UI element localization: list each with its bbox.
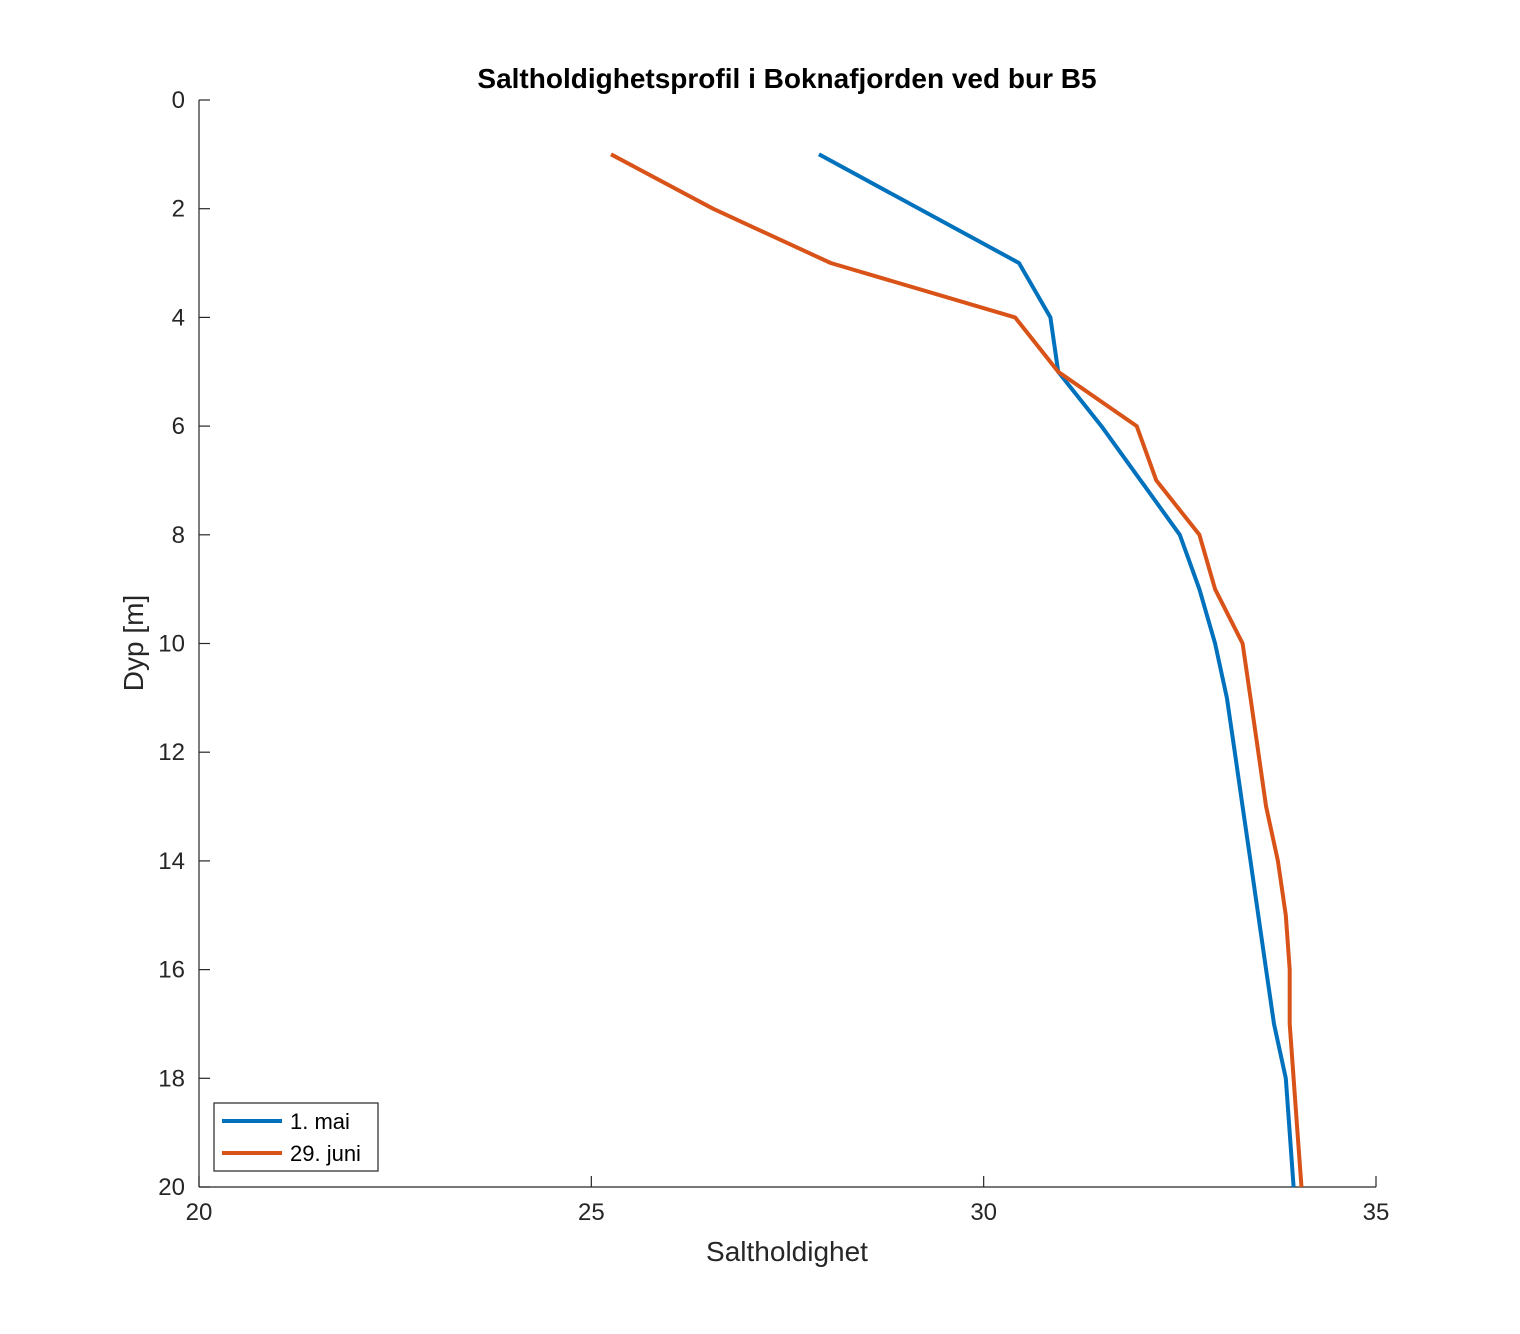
plot-area [198,100,1376,1188]
series-line-1 [817,152,1296,1188]
y-tick-label: 2 [172,196,185,223]
y-tick-label: 16 [158,957,185,984]
y-tick-label: 18 [158,1065,185,1092]
y-tick-label: 20 [158,1174,185,1201]
x-tick-label: 30 [970,1199,997,1226]
series-layer [610,152,1304,1188]
y-tick-label: 4 [172,304,185,331]
legend-label-1: 1. mai [290,1109,350,1134]
y-axis-ticks: 0 2 4 6 8 10 12 14 16 18 20 [158,87,210,1201]
y-tick-label: 8 [172,522,185,549]
legend-box [213,1102,379,1172]
x-tick-label: 25 [578,1199,605,1226]
y-tick-label: 0 [172,87,185,114]
y-tick-label: 12 [158,739,185,766]
legend[interactable]: 1. mai 29. juni [213,1102,379,1172]
y-axis-label: Dyp [m] [118,595,149,691]
x-tick-label: 35 [1363,1199,1390,1226]
chart-title: Saltholdighetsprofil i Boknafjorden ved … [477,63,1096,94]
y-tick-label: 10 [158,631,185,658]
x-tick-label: 20 [186,1199,213,1226]
x-axis-label: Saltholdighet [706,1236,868,1267]
series-line-2 [610,152,1304,1188]
y-tick-label: 14 [158,848,185,875]
y-tick-label: 6 [172,413,185,440]
legend-label-2: 29. juni [290,1141,361,1166]
x-axis-ticks: 20 25 30 35 [186,1176,1390,1226]
